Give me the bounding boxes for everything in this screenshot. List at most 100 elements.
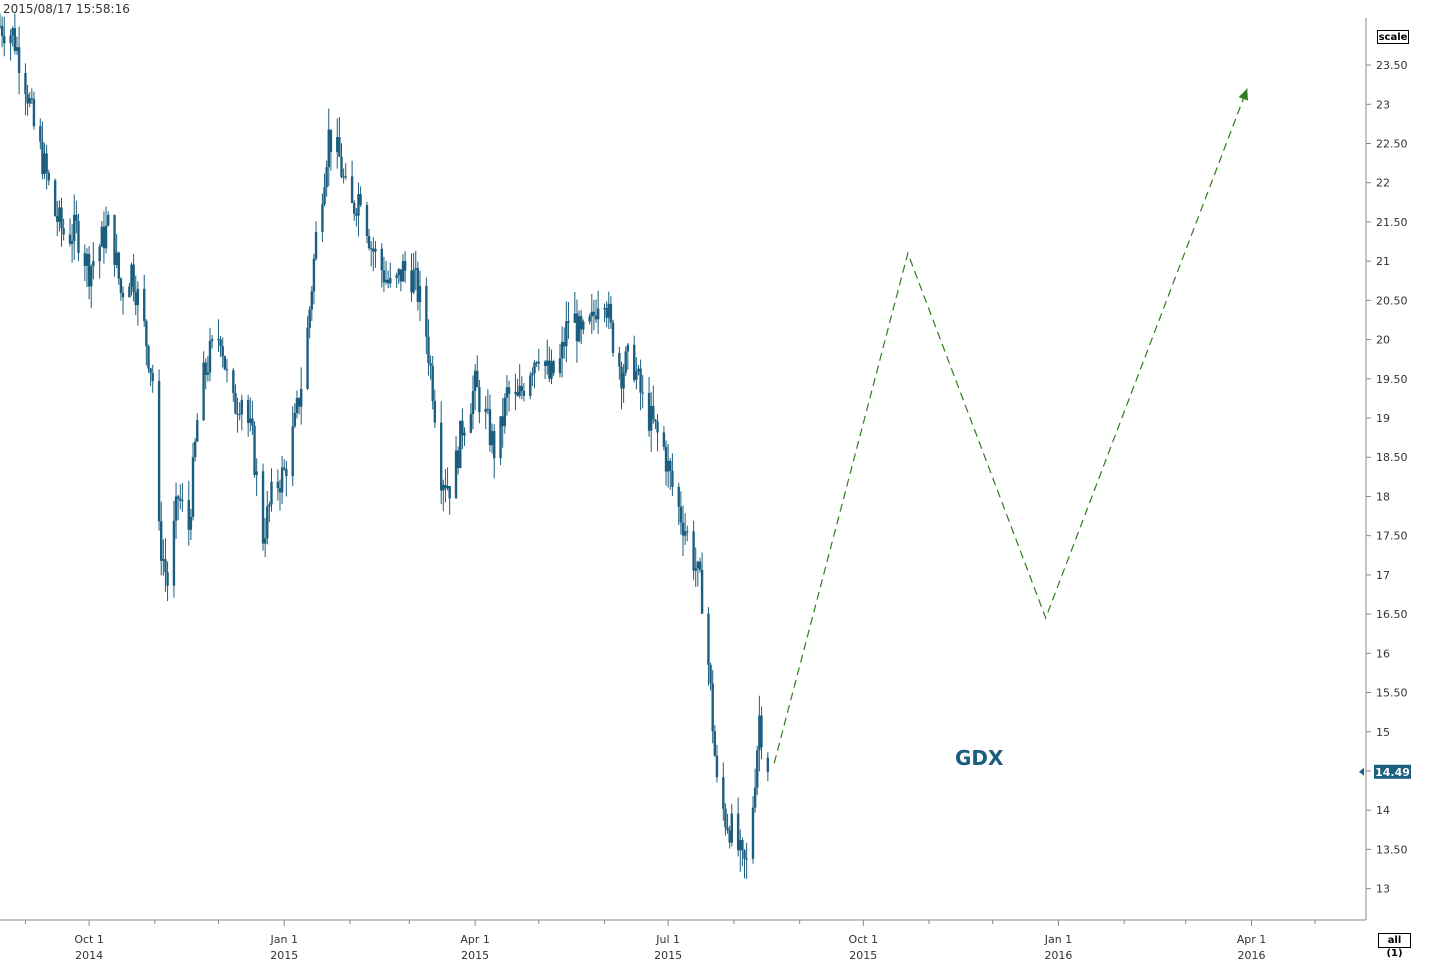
candle-body	[340, 156, 343, 177]
candle-body	[548, 360, 551, 379]
candle-body	[193, 441, 197, 458]
candle-body	[403, 261, 407, 271]
candle-body	[206, 372, 210, 375]
candle-body	[60, 207, 63, 229]
all-range-button[interactable]: all (1)	[1378, 933, 1411, 959]
candle-body	[681, 522, 685, 536]
candle-body	[386, 279, 390, 284]
candle-body	[459, 420, 462, 468]
candle-body	[0, 25, 2, 27]
candle-body	[47, 172, 50, 181]
candle-body	[656, 421, 659, 433]
candle-body	[603, 308, 606, 310]
x-tick-year-label: 2015	[461, 949, 489, 962]
candle-body	[618, 352, 621, 367]
y-tick-label: 20	[1376, 334, 1390, 347]
projection-arrowhead	[1238, 88, 1248, 101]
y-tick-label: 18.50	[1376, 451, 1408, 464]
candle-body	[30, 98, 34, 100]
candle-body	[647, 393, 651, 431]
candle-body	[75, 214, 78, 222]
candle-body	[488, 409, 492, 446]
candle-body	[325, 167, 328, 188]
y-tick-label: 16	[1376, 647, 1390, 660]
candle-body	[90, 266, 93, 287]
candle-body	[291, 426, 294, 477]
candle-body	[531, 373, 534, 376]
candle-body	[53, 180, 57, 216]
x-tick-year-label: 2015	[654, 949, 682, 962]
candle-body	[77, 221, 80, 254]
candle-body	[382, 270, 386, 283]
candle-body	[535, 362, 538, 364]
candle-body	[136, 288, 140, 306]
candle-body	[641, 392, 644, 394]
candle-body	[565, 321, 568, 347]
candle-body	[374, 248, 377, 252]
candle-body	[639, 368, 642, 393]
candle-body	[355, 213, 358, 216]
candle-body	[357, 194, 360, 216]
y-tick-label: 19.50	[1376, 373, 1408, 386]
y-tick-label: 15	[1376, 726, 1390, 739]
candle-body	[766, 757, 770, 772]
candle-body	[620, 366, 623, 389]
y-tick-label: 23	[1376, 98, 1390, 111]
y-tick-label: 17.50	[1376, 530, 1408, 543]
candle-body	[573, 313, 577, 323]
candle-body	[327, 129, 330, 168]
candle-body	[246, 399, 250, 424]
candle-body	[722, 777, 725, 809]
candle-body	[429, 362, 432, 366]
candle-body	[709, 664, 712, 684]
last-price-badge	[1374, 764, 1411, 779]
candle-body	[607, 303, 610, 318]
candle-body	[306, 327, 309, 389]
x-tick-year-label: 2015	[849, 949, 877, 962]
candle-body	[219, 339, 222, 347]
candle-body	[605, 308, 608, 318]
candle-body	[232, 370, 235, 393]
candle-body	[350, 176, 354, 203]
candle-body	[70, 241, 74, 244]
candle-body	[760, 715, 763, 748]
candle-body	[471, 390, 475, 415]
candle-body	[204, 362, 207, 375]
candle-body	[567, 321, 570, 323]
candle-body	[677, 486, 680, 507]
candle-body	[372, 248, 375, 252]
candle-body	[590, 311, 593, 317]
candle-body	[662, 432, 666, 447]
candle-body	[416, 268, 420, 303]
candle-body	[425, 286, 428, 337]
candle-body	[251, 418, 254, 426]
candle-body	[164, 559, 167, 573]
candle-body	[397, 269, 400, 276]
candle-body	[433, 401, 437, 423]
candle-body	[297, 398, 301, 407]
scale-button[interactable]: scale	[1377, 30, 1409, 44]
candle-body	[98, 246, 101, 262]
candle-body	[312, 258, 316, 292]
candle-body	[176, 496, 180, 499]
y-tick-label: 16.50	[1376, 608, 1408, 621]
candle-body	[119, 278, 123, 293]
candle-body	[210, 338, 214, 341]
candle-body	[208, 340, 212, 373]
candle-body	[671, 470, 674, 487]
candle-body	[56, 215, 59, 222]
candle-body	[365, 205, 369, 237]
candle-body	[609, 303, 613, 323]
candle-body	[696, 561, 700, 569]
candle-body	[692, 531, 695, 571]
candle-body	[751, 807, 755, 859]
candle-body	[39, 126, 42, 142]
candle-body	[679, 506, 683, 523]
candle-body	[577, 316, 581, 342]
candle-body	[336, 137, 339, 153]
candle-body	[575, 313, 579, 342]
candle-body	[442, 484, 445, 491]
candle-layer	[0, 13, 770, 880]
candle-body	[596, 308, 600, 320]
